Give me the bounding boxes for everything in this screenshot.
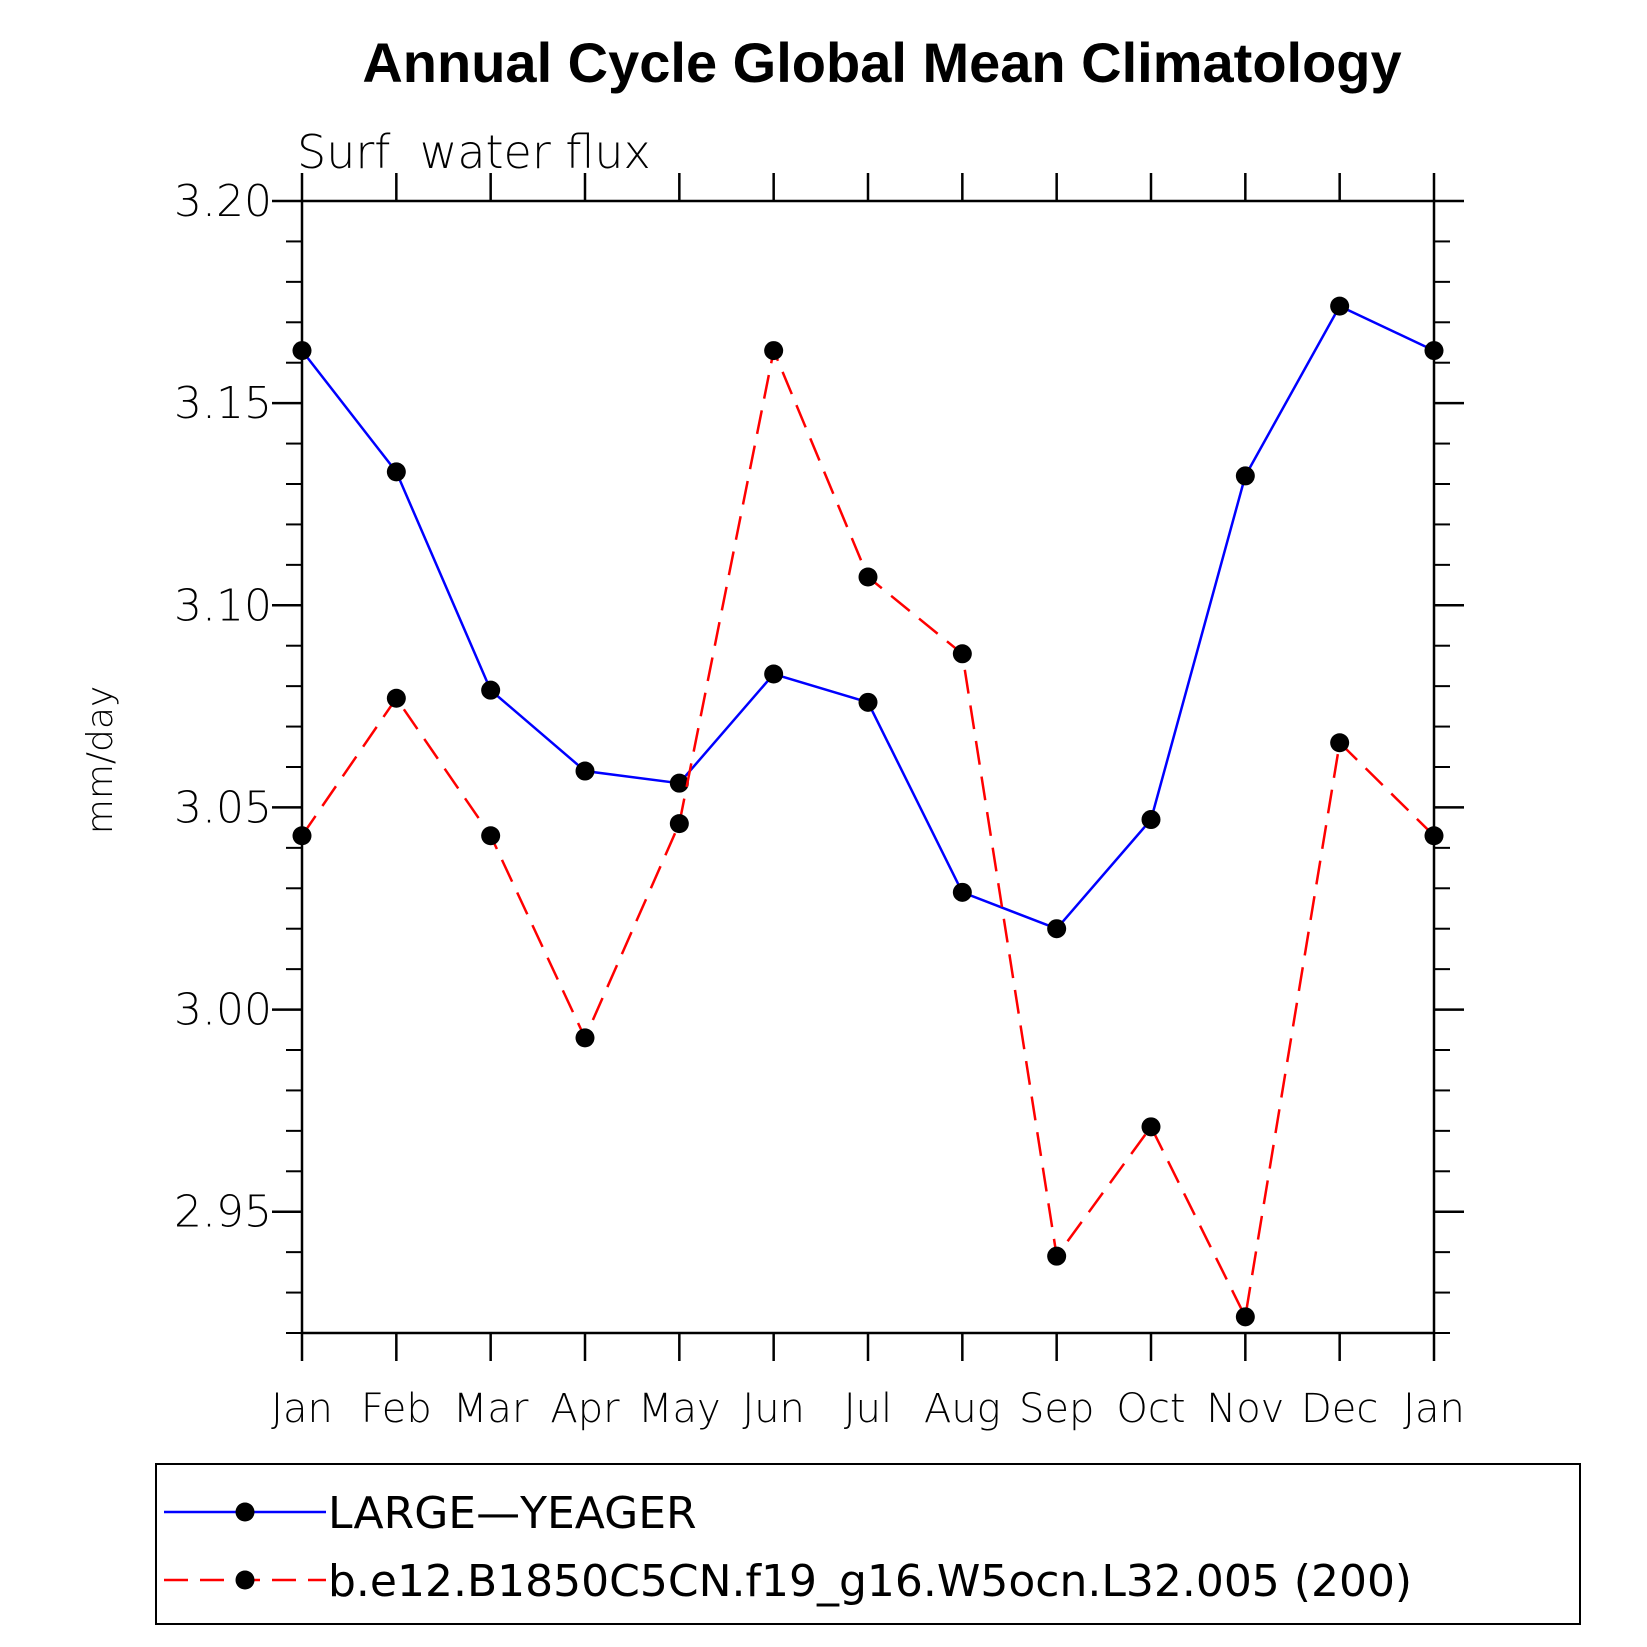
series-2-point [1330,733,1350,753]
series-1-point [858,692,878,712]
y-tick-label: 3.00 [174,985,272,1036]
x-tick-label: Apr [550,1386,620,1432]
series-2-point [858,567,878,587]
x-tick-label: Nov [1206,1386,1284,1432]
x-tick-labels: Jan Feb Mar Apr May Jun Jul Aug Sep Oct Nov Dec Jan [271,1386,1465,1432]
x-tick-label: Oct [1116,1386,1185,1432]
legend-label-2: b.e12.B1850C5CN.f19_g16.W5ocn.L32.005 (2… [328,1556,1412,1607]
y-tick-label: 2.95 [174,1187,272,1238]
x-tick-label: Jan [271,1386,333,1432]
series-2-point [669,814,689,834]
y-tick-labels: 3.20 3.15 3.10 3.05 3.00 2.95 [174,176,272,1238]
series-2-point [575,1028,595,1048]
series-1-point [481,680,501,700]
series-2-point [952,644,972,664]
y-tick-label: 3.05 [174,782,272,833]
series-1-point [1235,466,1255,486]
x-tick-label: Sep [1019,1386,1094,1432]
series-1-point [575,761,595,781]
x-tick-label: Mar [453,1386,529,1432]
legend-marker-2 [235,1570,255,1590]
x-tick-label: Jun [742,1386,805,1432]
legend-box [155,1463,1581,1625]
x-tick-label: Aug [924,1386,1001,1432]
x-tick-label: Jan [1403,1386,1465,1432]
x-tick-label: Feb [361,1386,432,1432]
series-1-point [386,462,406,482]
series-2-point [481,826,501,846]
legend-label-1: LARGE—YEAGER [328,1488,697,1539]
series-line-1 [301,304,1435,931]
series-1-point [1047,919,1067,939]
plot-area-frame [300,199,1436,1335]
y-tick-label: 3.10 [174,580,272,631]
series-1-point [952,882,972,902]
series-2-point [1141,1117,1161,1137]
series-1-point [764,664,784,684]
series-1-point [669,773,689,793]
axis-ticks [272,173,1464,1361]
series-line-2 [300,346,1435,1321]
series-2-point [764,341,784,361]
series-1-point [1141,810,1161,830]
series-2-point [386,688,406,708]
legend-marker-1 [235,1502,255,1522]
chart-subtitle: Surf water flux [297,125,651,179]
series-2-point [1047,1246,1067,1266]
chart-title: Annual Cycle Global Mean Climatology [362,31,1401,94]
series-1-point [1330,296,1350,316]
series-layer [292,296,1444,1327]
legend: LARGE—YEAGER b.e12.B1850C5CN.f19_g16.W5oc… [155,1463,1581,1625]
x-tick-label: Dec [1301,1386,1378,1432]
x-tick-label: May [638,1386,721,1432]
y-axis-label: mm/day [80,686,121,834]
x-tick-label: Jul [844,1386,892,1432]
y-tick-label: 3.20 [174,176,272,227]
y-tick-label: 3.15 [174,378,272,429]
series-2-point [1235,1307,1255,1327]
